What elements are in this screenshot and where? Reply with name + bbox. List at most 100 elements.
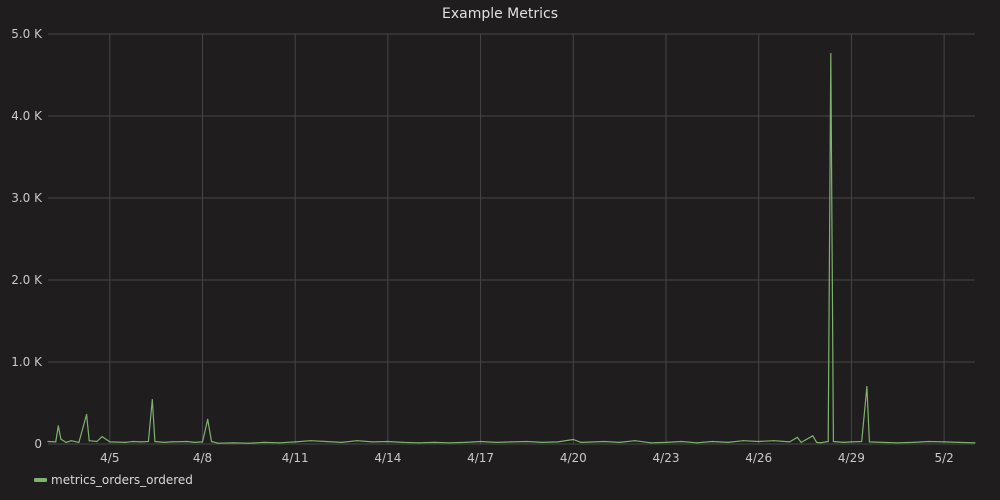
data-point (843, 441, 845, 443)
data-point (124, 441, 126, 443)
data-point (796, 436, 798, 438)
data-point (207, 418, 209, 420)
data-point (816, 441, 818, 443)
data-point (912, 441, 914, 443)
data-point (47, 440, 49, 443)
data-point (958, 441, 961, 443)
data-point (140, 441, 142, 443)
data-point (603, 440, 605, 443)
data-point (109, 441, 111, 443)
data-point (387, 440, 389, 443)
data-point (711, 440, 714, 443)
data-point (96, 440, 98, 443)
data-point (449, 442, 451, 444)
data-point (70, 440, 72, 442)
x-tick-label: 4/29 (838, 451, 865, 465)
data-point (55, 441, 57, 443)
data-point (974, 442, 976, 444)
data-point (132, 440, 134, 443)
data-point (812, 435, 814, 437)
data-point (371, 441, 373, 443)
data-point (402, 441, 404, 443)
data-point (526, 440, 528, 443)
y-tick-label: 2.0 K (11, 273, 43, 287)
data-point (696, 442, 698, 444)
x-tick-label: 4/14 (374, 451, 401, 465)
data-point (634, 440, 636, 442)
data-point (186, 440, 188, 443)
data-point (868, 441, 871, 443)
data-point (572, 438, 574, 441)
data-point (897, 442, 899, 444)
data-point (65, 441, 67, 443)
series-line-metrics-orders-ordered (47, 53, 976, 444)
data-point (665, 441, 667, 443)
data-point (861, 440, 863, 443)
x-tick-label: 4/23 (653, 451, 680, 465)
data-point (758, 440, 760, 443)
data-point (263, 441, 265, 443)
y-tick-label: 0 (34, 437, 42, 451)
data-point (464, 441, 466, 443)
data-point (680, 440, 683, 443)
data-point (773, 440, 775, 442)
data-point (580, 441, 582, 443)
data-point (88, 440, 90, 442)
data-point (232, 442, 234, 444)
data-point (789, 441, 791, 443)
panel-title: Example Metrics (441, 6, 558, 22)
x-tick-label: 4/26 (745, 451, 772, 465)
data-point (510, 441, 513, 443)
data-point (480, 440, 482, 443)
data-point (943, 441, 945, 443)
data-point (60, 438, 62, 440)
data-point (819, 442, 822, 444)
legend: metrics_orders_ordered (34, 473, 193, 487)
x-tick-label: 4/17 (467, 451, 494, 465)
data-point (866, 386, 868, 388)
data-point (356, 440, 358, 442)
data-point (433, 441, 435, 443)
data-point (210, 440, 213, 443)
data-point (147, 440, 149, 443)
y-tick-label: 1.0 K (11, 355, 43, 369)
data-point (171, 441, 173, 443)
data-point (495, 441, 497, 443)
data-point (78, 441, 80, 443)
y-tick-label: 3.0 K (11, 191, 43, 205)
data-point (742, 440, 744, 442)
data-point (86, 413, 88, 416)
data-point (800, 441, 802, 443)
data-point (827, 440, 829, 443)
y-tick-label: 5.0 K (11, 27, 43, 41)
data-point (619, 441, 621, 443)
x-tick-label: 4/11 (282, 451, 309, 465)
data-point (201, 441, 204, 443)
data-point (151, 399, 153, 401)
data-point (418, 442, 420, 444)
data-point (341, 441, 343, 443)
x-tick-label: 5/2 (934, 451, 953, 465)
data-point (217, 442, 219, 444)
x-tick-label: 4/5 (100, 451, 119, 465)
data-point (928, 440, 930, 443)
legend-series-label[interactable]: metrics_orders_ordered (51, 473, 193, 487)
x-tick-label: 4/20 (560, 451, 587, 465)
data-point (310, 440, 312, 442)
data-point (727, 441, 729, 443)
data-point (650, 442, 652, 444)
data-point (830, 53, 832, 55)
data-point (881, 441, 883, 443)
data-point (294, 441, 296, 443)
x-tick-label: 4/8 (193, 451, 212, 465)
data-point (541, 441, 544, 443)
data-point (248, 442, 250, 444)
data-point (101, 436, 103, 438)
y-tick-label: 4.0 K (11, 109, 43, 123)
data-point (279, 442, 281, 444)
data-point (57, 425, 59, 427)
data-point (557, 441, 559, 443)
data-point (850, 441, 853, 443)
